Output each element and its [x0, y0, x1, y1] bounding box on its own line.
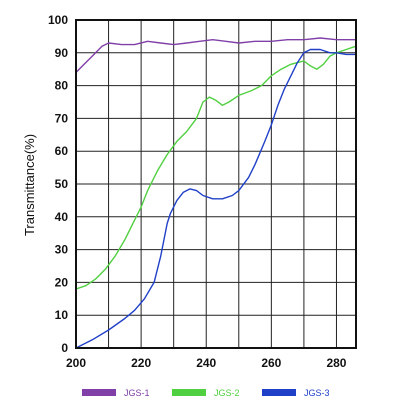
- y-tick-label: 50: [55, 177, 69, 191]
- x-tick-label: 240: [196, 356, 216, 370]
- series-line-jgs-1: [75, 37, 356, 73]
- series-layer: [75, 37, 357, 349]
- legend-label: JGS-2: [214, 388, 240, 398]
- axis-layer: [75, 19, 357, 349]
- y-tick-label: 0: [61, 341, 68, 355]
- tick-label-layer: 200 220 240 260 280 0 10 20 30 40 50 60 70 80 90 100: [48, 13, 347, 370]
- legend-swatch: [82, 389, 116, 396]
- series-line-jgs-2: [75, 45, 357, 290]
- legend-swatch: [262, 389, 296, 396]
- y-tick-label: 20: [55, 275, 69, 289]
- legend-item-jgs-2: JGS-2: [172, 388, 240, 398]
- y-tick-label: 100: [48, 13, 68, 27]
- legend: JGS-1 JGS-2 JGS-3: [82, 388, 330, 398]
- y-tick-label: 40: [55, 210, 69, 224]
- plot-frame: [75, 19, 357, 349]
- y-axis-title: Transmittance(%): [22, 134, 37, 236]
- legend-item-jgs-3: JGS-3: [262, 388, 330, 398]
- y-tick-label: 90: [55, 46, 69, 60]
- grid-layer: [75, 19, 356, 349]
- y-tick-label: 70: [55, 111, 69, 125]
- y-tick-label: 60: [55, 144, 69, 158]
- y-tick-label: 80: [55, 79, 69, 93]
- legend-label: JGS-3: [304, 388, 330, 398]
- series-line-jgs-3: [75, 48, 356, 349]
- y-tick-label: 30: [55, 243, 69, 257]
- x-tick-label: 200: [66, 356, 86, 370]
- x-tick-label: 280: [326, 356, 346, 370]
- x-tick-label: 260: [261, 356, 281, 370]
- x-tick-label: 220: [131, 356, 151, 370]
- legend-label: JGS-1: [124, 388, 150, 398]
- legend-item-jgs-1: JGS-1: [82, 388, 150, 398]
- y-tick-label: 10: [55, 308, 69, 322]
- legend-swatch: [172, 389, 206, 396]
